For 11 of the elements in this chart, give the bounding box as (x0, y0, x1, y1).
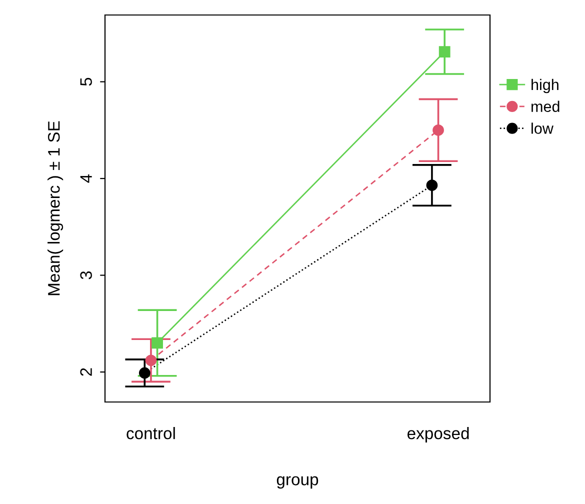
x-axis-title: group (276, 476, 318, 489)
y-tick-label: 4 (80, 174, 92, 183)
legend-label: med (532, 100, 560, 112)
y-tick-label: 5 (80, 78, 92, 86)
legend-label: low (532, 122, 554, 134)
legend-label: high (532, 78, 558, 94)
x-tick-label: control (126, 427, 175, 440)
y-tick-label: 2 (80, 368, 92, 376)
x-tick-label: exposed (407, 427, 469, 443)
y-tick-label: 3 (80, 271, 92, 280)
y-axis-title: Mean( logmerc ) ± 1 SE (48, 121, 64, 296)
